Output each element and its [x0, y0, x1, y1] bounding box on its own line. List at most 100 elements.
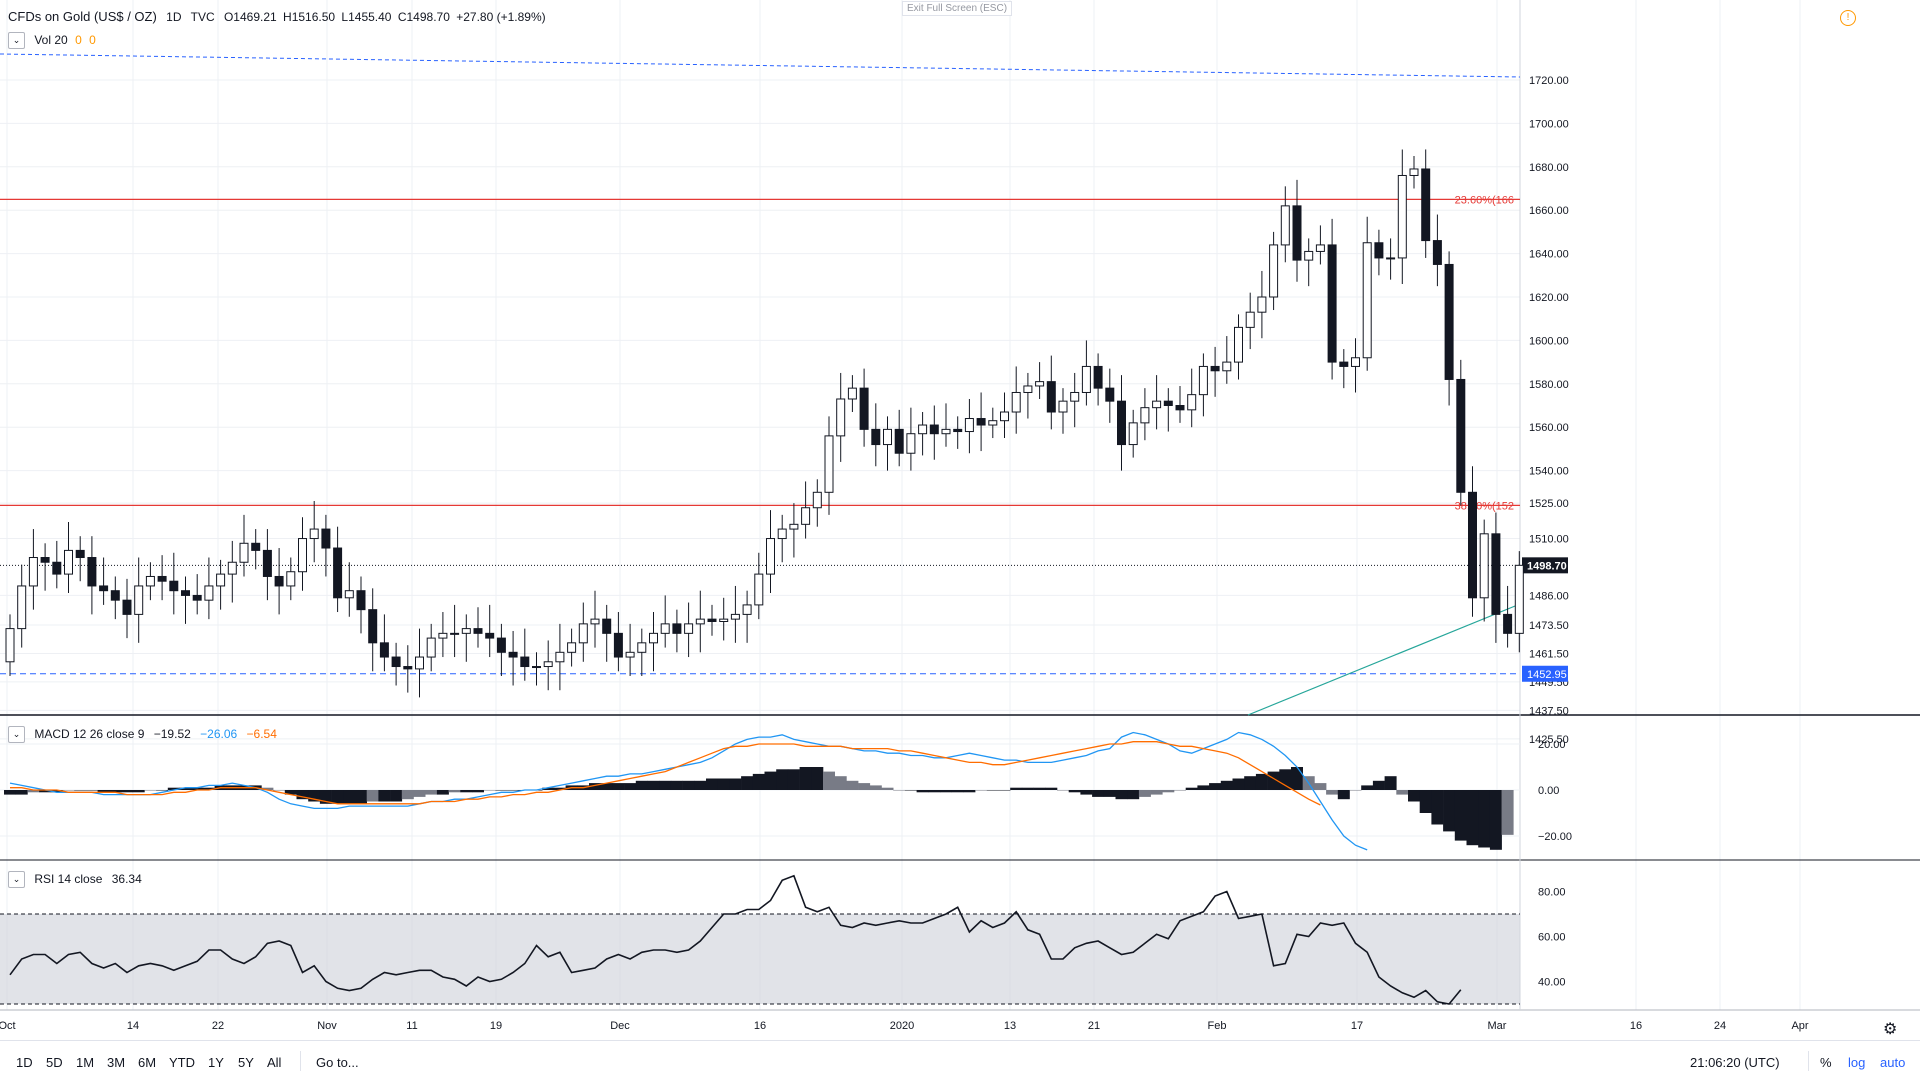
- candle-body: [52, 561, 62, 575]
- macd-histogram-bar: [1396, 790, 1409, 795]
- candle-body: [1292, 205, 1302, 261]
- macd-histogram-bar: [109, 790, 122, 793]
- macd-histogram-bar: [975, 790, 988, 791]
- range-1d-button[interactable]: 1D: [16, 1055, 33, 1070]
- macd-histogram-bar: [261, 787, 274, 790]
- macd-histogram-bar: [296, 790, 309, 800]
- rsi-line: [9, 874, 1462, 1005]
- support-price-tag-label: 1452.95: [1527, 669, 1567, 681]
- candle-body: [1421, 168, 1431, 242]
- macd-histogram-bar: [834, 776, 847, 790]
- macd-histogram-bar: [928, 790, 941, 793]
- candle-body: [520, 656, 530, 668]
- auto-toggle[interactable]: auto: [1880, 1055, 1906, 1070]
- range-1y-button[interactable]: 1Y: [208, 1055, 224, 1070]
- macd-histogram-bar: [764, 771, 777, 790]
- collapse-icon[interactable]: ⌄: [8, 871, 25, 888]
- macd-histogram-bar: [50, 790, 63, 793]
- macd-histogram-bar: [1501, 790, 1514, 835]
- macd-histogram-bar: [612, 783, 625, 790]
- macd-label: MACD 12 26 close 9: [34, 726, 145, 741]
- macd-histogram-bar: [413, 790, 426, 797]
- candle-body: [87, 557, 97, 587]
- candle-body: [485, 632, 495, 639]
- candle-body: [1105, 387, 1115, 402]
- gear-icon[interactable]: ⚙: [1883, 1021, 1898, 1038]
- candle-body: [496, 637, 506, 653]
- candle-body: [918, 424, 928, 435]
- collapse-icon[interactable]: ⌄: [8, 726, 25, 743]
- range-6m-button[interactable]: 6M: [138, 1055, 157, 1070]
- range-ytd-button[interactable]: YTD: [169, 1055, 195, 1070]
- candle-body: [1468, 491, 1477, 599]
- range-all-button[interactable]: All: [267, 1055, 282, 1070]
- candle-body: [684, 623, 694, 634]
- candle-body: [216, 573, 226, 587]
- bottom-toolbar: 1D 5D 1M 3M 6M YTD 1Y 5Y All Go to... 21…: [0, 1040, 1920, 1081]
- candle-body: [1152, 400, 1162, 409]
- x-tick-label: 14: [127, 1020, 139, 1032]
- exit-fullscreen-button[interactable]: Exit Full Screen (ESC): [902, 1, 1013, 16]
- macd-histogram-bar: [1431, 790, 1444, 825]
- candle-body: [426, 637, 436, 658]
- candle-body: [204, 585, 214, 601]
- candle-body: [1198, 365, 1208, 396]
- macd-histogram-bar: [436, 790, 449, 795]
- macd-histogram-bar: [483, 790, 496, 791]
- candle-body: [1058, 400, 1068, 413]
- candle-body: [415, 656, 424, 670]
- candle-body: [309, 528, 319, 540]
- macd-histogram-bar: [401, 790, 414, 800]
- dashed-trendline: [0, 53, 1521, 78]
- candle-body: [251, 542, 261, 551]
- macd-histogram-bar: [799, 767, 812, 790]
- macd-histogram-bar: [694, 780, 707, 790]
- macd-histogram-bar: [986, 790, 999, 791]
- info-icon[interactable]: !: [1840, 10, 1856, 26]
- range-5y-button[interactable]: 5Y: [238, 1055, 254, 1070]
- open-value: O1469.21: [223, 10, 277, 24]
- y-tick-label: 1473.50: [1529, 620, 1569, 632]
- macd-histogram-bar: [273, 790, 286, 791]
- x-tick-label: 21: [1088, 1020, 1100, 1032]
- macd-histogram-bar: [1255, 773, 1268, 790]
- candle-body: [649, 632, 658, 644]
- macd-histogram-bar: [191, 787, 204, 790]
- range-1m-button[interactable]: 1M: [76, 1055, 95, 1070]
- collapse-icon[interactable]: ⌄: [8, 32, 25, 49]
- macd-histogram-bar: [1489, 790, 1502, 850]
- range-5d-button[interactable]: 5D: [46, 1055, 63, 1070]
- macd-histogram-bar: [1372, 780, 1385, 790]
- candle-body: [894, 428, 904, 454]
- vol-label: Vol 20: [34, 32, 68, 47]
- macd-histogram-bar: [1326, 790, 1339, 795]
- candle-body: [333, 547, 343, 599]
- candle-body: [298, 538, 307, 573]
- y-tick-label: 1461.50: [1529, 648, 1569, 660]
- y-tick-label: 1540.00: [1529, 466, 1569, 478]
- candle-body: [964, 418, 974, 433]
- x-tick-label: 13: [1004, 1020, 1016, 1032]
- goto-button[interactable]: Go to...: [316, 1055, 359, 1070]
- candle-body: [578, 623, 588, 644]
- macd-histogram-bar: [448, 790, 461, 793]
- x-tick-label: 19: [490, 1020, 502, 1032]
- macd-histogram-bar: [1337, 790, 1350, 800]
- candle-body: [181, 590, 190, 596]
- candle-body: [695, 618, 705, 625]
- candle-body: [672, 623, 682, 634]
- candle-body: [461, 628, 471, 634]
- percent-toggle[interactable]: %: [1820, 1055, 1832, 1070]
- candle-body: [1397, 174, 1407, 259]
- range-3m-button[interactable]: 3M: [107, 1055, 126, 1070]
- log-toggle[interactable]: log: [1848, 1055, 1866, 1070]
- macd-histogram-bar: [1174, 790, 1186, 791]
- macd-tick-label: −20.00: [1538, 831, 1572, 843]
- macd-histogram-bar: [97, 790, 110, 793]
- candle-body: [824, 435, 834, 493]
- rsi-band: [0, 914, 1520, 1004]
- toolbar-divider: [1808, 1051, 1809, 1071]
- candle-body: [836, 398, 846, 437]
- candle-body: [1479, 533, 1489, 599]
